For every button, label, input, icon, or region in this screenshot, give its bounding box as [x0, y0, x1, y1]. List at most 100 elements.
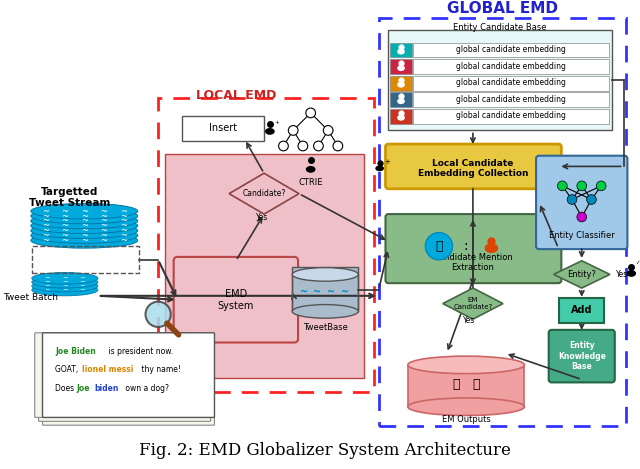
FancyBboxPatch shape: [536, 156, 627, 249]
Text: ~: ~: [79, 283, 85, 289]
Text: ~: ~: [120, 212, 127, 220]
Text: ~: ~: [44, 279, 51, 285]
Text: Entity?: Entity?: [567, 270, 596, 279]
Ellipse shape: [32, 276, 98, 288]
Ellipse shape: [306, 166, 316, 173]
Text: Targetted
Tweet Stream: Targetted Tweet Stream: [29, 187, 110, 208]
Text: global candidate embedding: global candidate embedding: [456, 62, 566, 71]
Text: biden: biden: [94, 384, 118, 393]
Ellipse shape: [31, 204, 138, 219]
Text: ~: ~: [42, 236, 49, 245]
Text: 🐦: 🐦: [435, 240, 443, 253]
Text: Entity Candidate Base: Entity Candidate Base: [453, 23, 547, 32]
Text: ~: ~: [314, 287, 321, 297]
FancyBboxPatch shape: [390, 109, 412, 124]
Text: ~: ~: [61, 236, 68, 245]
Text: global candidate embedding: global candidate embedding: [456, 45, 566, 54]
FancyBboxPatch shape: [390, 43, 412, 57]
Text: ~: ~: [44, 275, 51, 281]
Text: thy name!: thy name!: [139, 365, 180, 374]
Ellipse shape: [32, 284, 98, 296]
FancyBboxPatch shape: [182, 116, 264, 141]
Text: ~: ~: [79, 287, 85, 293]
Text: ~: ~: [100, 207, 108, 216]
Text: Entity Classifier: Entity Classifier: [549, 231, 614, 240]
FancyBboxPatch shape: [408, 364, 524, 406]
Text: ~: ~: [327, 287, 335, 297]
Ellipse shape: [292, 304, 358, 318]
Ellipse shape: [397, 49, 405, 54]
Text: global candidate embedding: global candidate embedding: [456, 111, 566, 121]
Circle shape: [306, 108, 316, 118]
Text: Tweet Batch: Tweet Batch: [3, 293, 58, 302]
Text: ~: ~: [62, 287, 68, 293]
Text: ~: ~: [81, 221, 88, 230]
Ellipse shape: [397, 82, 405, 88]
Text: Joe: Joe: [77, 384, 90, 393]
Text: ~: ~: [79, 279, 85, 285]
Ellipse shape: [408, 356, 524, 374]
Text: own a dog?: own a dog?: [123, 384, 169, 393]
Text: ~: ~: [81, 207, 88, 216]
Text: ~: ~: [120, 231, 127, 240]
Text: ~: ~: [340, 287, 349, 297]
FancyBboxPatch shape: [413, 43, 609, 57]
Text: Yes: Yes: [463, 316, 475, 325]
Text: ~: ~: [100, 216, 108, 226]
Text: Entity
Knowledge
Base: Entity Knowledge Base: [558, 341, 605, 371]
Text: ~: ~: [62, 283, 68, 289]
FancyBboxPatch shape: [35, 333, 207, 417]
Ellipse shape: [397, 115, 405, 121]
Circle shape: [333, 141, 343, 151]
Text: ~: ~: [42, 212, 49, 220]
Circle shape: [567, 195, 577, 204]
Circle shape: [426, 233, 452, 260]
Circle shape: [288, 126, 298, 135]
Ellipse shape: [31, 208, 138, 224]
Polygon shape: [443, 288, 503, 319]
Text: EM
Candidate?: EM Candidate?: [453, 297, 493, 310]
Text: ~: ~: [42, 207, 49, 216]
Circle shape: [557, 181, 567, 191]
Circle shape: [587, 195, 596, 204]
Text: Insert: Insert: [209, 123, 237, 134]
Text: Add: Add: [571, 305, 593, 316]
Ellipse shape: [31, 223, 138, 238]
FancyBboxPatch shape: [42, 340, 214, 425]
Text: ~: ~: [100, 221, 108, 230]
FancyBboxPatch shape: [559, 298, 604, 323]
Circle shape: [298, 141, 308, 151]
Text: Local Candidate
Embedding Collection: Local Candidate Embedding Collection: [418, 159, 528, 178]
Ellipse shape: [31, 233, 138, 248]
FancyBboxPatch shape: [385, 214, 561, 283]
Text: ~: ~: [42, 231, 49, 240]
FancyBboxPatch shape: [173, 257, 298, 342]
Text: Does: Does: [55, 384, 77, 393]
Text: ~: ~: [120, 221, 127, 230]
Text: ~: ~: [42, 226, 49, 235]
FancyBboxPatch shape: [413, 60, 609, 74]
Text: ~: ~: [61, 207, 68, 216]
Circle shape: [577, 212, 587, 222]
Ellipse shape: [31, 218, 138, 234]
Text: GOAT,: GOAT,: [55, 365, 81, 374]
Circle shape: [314, 141, 323, 151]
Text: ~: ~: [44, 287, 51, 293]
Ellipse shape: [31, 213, 138, 229]
Text: TweetBase: TweetBase: [303, 323, 348, 332]
Text: Candidate?: Candidate?: [243, 189, 285, 198]
Text: ~: ~: [81, 226, 88, 235]
Ellipse shape: [292, 268, 358, 281]
Text: ~: ~: [120, 207, 127, 216]
Circle shape: [577, 181, 587, 191]
Text: ~: ~: [81, 216, 88, 226]
Text: +: +: [275, 120, 280, 125]
Text: ~: ~: [81, 231, 88, 240]
Text: ~: ~: [81, 236, 88, 245]
Text: ~: ~: [61, 212, 68, 220]
FancyBboxPatch shape: [413, 76, 609, 91]
Circle shape: [596, 181, 606, 191]
Text: GLOBAL EMD: GLOBAL EMD: [447, 0, 557, 15]
Text: lionel messi: lionel messi: [83, 365, 134, 374]
Text: ~: ~: [300, 287, 308, 297]
